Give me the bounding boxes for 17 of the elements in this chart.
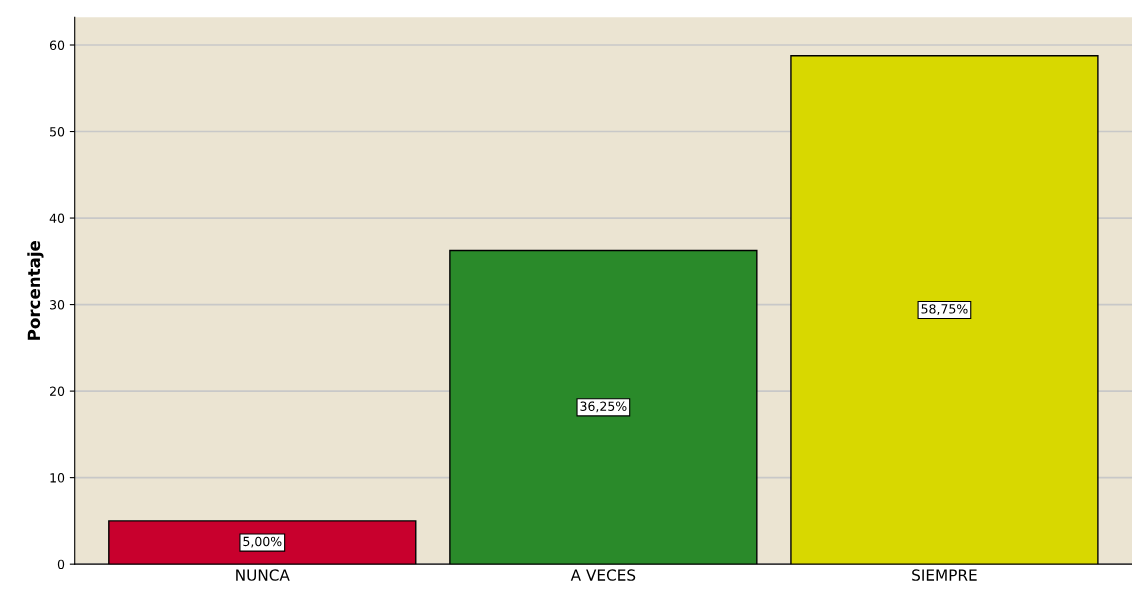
bar: [790, 55, 1099, 565]
y-tick-label: 10: [50, 473, 65, 483]
x-tick-label: A VECES: [570, 569, 636, 581]
x-tick-label: SIEMPRE: [912, 569, 977, 581]
y-axis-title: Porcentaje: [27, 240, 44, 340]
y-tick-label: 60: [49, 40, 65, 50]
bar: [108, 520, 417, 565]
data-label: 58,75%: [921, 304, 968, 315]
y-tick-label: 20: [50, 386, 65, 397]
data-label: 36,25%: [580, 401, 627, 413]
y-tick-label: 40: [49, 213, 65, 223]
data-label: 5,00%: [243, 536, 282, 548]
y-tick-label: 30: [50, 300, 65, 310]
y-tick-label: 0: [57, 559, 65, 570]
bar: [449, 249, 758, 565]
x-tick-label: NUNCA: [236, 569, 290, 581]
y-tick-label: 50: [50, 127, 65, 137]
